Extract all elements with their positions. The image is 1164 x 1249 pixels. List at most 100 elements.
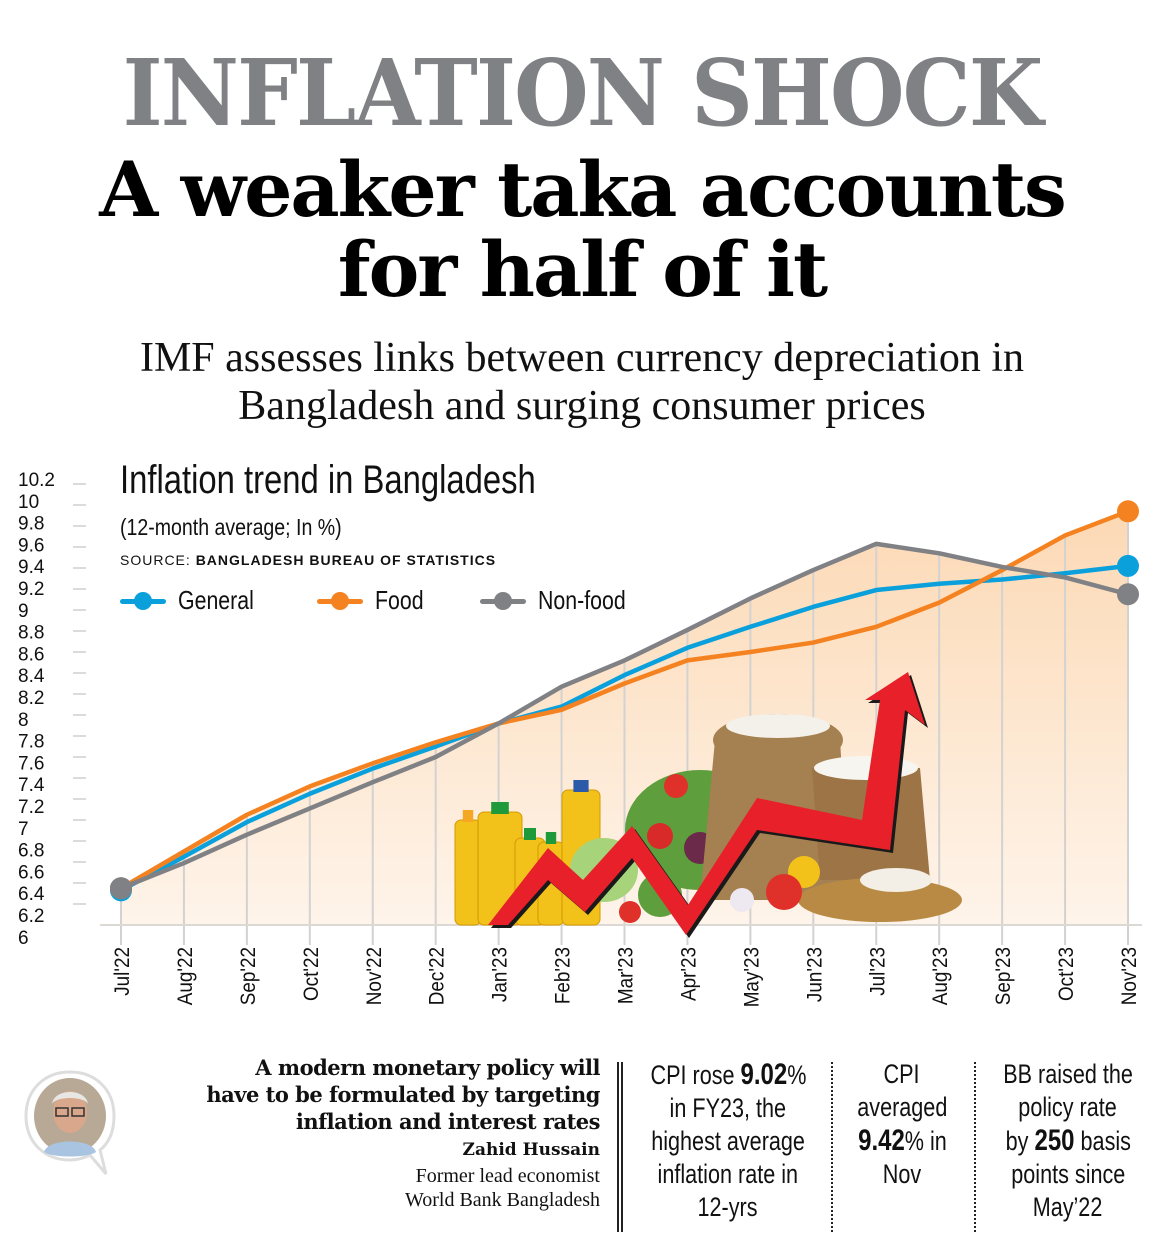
fact-policy-rate: BB raised the policy rate by 250 basis poin… [978, 1058, 1158, 1224]
x-tick-label: Nov'23 [1118, 947, 1141, 1005]
x-tick-label: Aug'23 [929, 947, 952, 1005]
bottle-cap [573, 780, 589, 792]
rice [726, 714, 830, 738]
food-illustration [454, 672, 962, 938]
source-prefix: SOURCE: [120, 552, 191, 568]
deck: IMF assesses links between currency depr… [0, 334, 1164, 430]
dotted-divider [831, 1062, 833, 1232]
garlic [730, 888, 754, 912]
quote-author-name: Zahid Hussain [462, 1140, 600, 1160]
y-tick-label: 7.6 [18, 753, 44, 774]
x-tick-label: Oct'22 [300, 947, 323, 1001]
y-tick-label: 8.4 [18, 666, 45, 687]
fact-line: by 250 basis [1005, 1124, 1131, 1157]
y-tick-label: 9.4 [18, 557, 45, 578]
quote-role-line-1: Former lead economist [415, 1165, 600, 1187]
x-tick-label: Jul'23 [866, 947, 889, 996]
x-tick-label: Jan'23 [489, 947, 512, 1002]
fact-line: highest average [651, 1126, 805, 1156]
trend-up-arrow-icon [488, 672, 925, 935]
legend-label-nonfood: Non-food [537, 585, 626, 615]
y-tick-label: 9 [18, 601, 29, 622]
section-divider [617, 1062, 623, 1232]
legend-item-general: General [120, 585, 271, 616]
fact-line: CPI [883, 1059, 920, 1089]
deck-line-2: Bangladesh and surging consumer prices [238, 383, 926, 429]
legend-item-nonfood: Non-food [479, 585, 645, 616]
legend-swatch-nonfood-icon [479, 591, 526, 611]
x-tick-label: Nov'22 [363, 947, 386, 1005]
y-tick-label: 6.6 [18, 862, 44, 883]
fact-line: Nov [882, 1159, 922, 1189]
y-tick-label: 9.6 [18, 535, 44, 556]
tomato [619, 901, 641, 923]
x-tick-label: Jul'22 [111, 947, 134, 996]
x-tick-label: May'23 [741, 947, 764, 1007]
bottle-cap [524, 828, 536, 840]
data-point-start [110, 877, 132, 900]
line-chart: 10.2109.89.69.49.298.88.68.48.287.87.67.… [18, 470, 1142, 1007]
fact-highlight-value: 9.42 [857, 1124, 905, 1157]
source-name: BANGLADESH BUREAU OF STATISTICS [195, 552, 497, 568]
dotted-divider [974, 1062, 976, 1232]
legend-label-general: General [178, 585, 254, 615]
legend-item-food: Food [316, 585, 434, 616]
fact-line: 12-yrs [697, 1192, 758, 1222]
chart-title: Inflation trend in Bangladesh [120, 458, 536, 502]
quote-author-role: Former lead economist World Bank Banglad… [405, 1164, 600, 1212]
y-tick-label: 6.8 [18, 841, 44, 862]
kicker-title: INFLATION SHOCK [122, 39, 1044, 147]
y-tick-label: 7.8 [18, 732, 44, 753]
x-tick-label: Aug'22 [174, 947, 197, 1005]
data-point-non-food [1117, 583, 1139, 606]
bell-pepper-red [766, 874, 802, 910]
quote-text: A modern monetary policy will have to be… [130, 1054, 600, 1135]
bottom-panel: A modern monetary policy will have to be… [0, 1050, 1164, 1249]
y-tick-label: 8.2 [18, 688, 44, 709]
quote-role-line-2: World Bank Bangladesh [404, 1189, 600, 1211]
y-tick-label: 6 [18, 928, 29, 949]
fact-fy23-cpi: CPI rose 9.02% in FY23, the highest averag… [628, 1058, 828, 1224]
quote-line-1: A modern monetary policy will [255, 1055, 600, 1080]
chart-subtitle: (12-month average; In %) [120, 514, 342, 540]
x-tick-label: Sep'23 [992, 947, 1015, 1005]
bottle-cap [462, 810, 474, 822]
bottle-cap [491, 802, 509, 814]
y-tick-label: 8.8 [18, 623, 44, 644]
y-tick-label: 8.6 [18, 644, 44, 665]
wheat-grains [798, 878, 962, 922]
x-tick-label: Dec'22 [426, 947, 449, 1005]
fact-line: CPI rose 9.02% [650, 1058, 806, 1091]
fact-line: BB raised the [1003, 1059, 1133, 1089]
quote-line-2: have to be formulated by targeting [206, 1082, 600, 1107]
fact-line: May’22 [1033, 1192, 1103, 1222]
y-tick-label: 9.8 [18, 514, 44, 535]
y-tick-label: 9.2 [18, 579, 44, 600]
quote-line-3: inflation and interest rates [295, 1109, 601, 1134]
y-tick-label: 7.4 [18, 775, 45, 796]
y-tick-label: 6.2 [18, 906, 44, 927]
tomato [664, 774, 688, 798]
x-tick-label: Oct'23 [1055, 947, 1078, 1001]
x-tick-label: Apr'23 [678, 947, 701, 1001]
person-portrait-icon [24, 1070, 116, 1175]
oil-bottle [454, 819, 482, 926]
fact-line: policy rate [1018, 1092, 1118, 1122]
chart-source: SOURCE: BANGLADESH BUREAU OF STATISTICS [120, 552, 496, 568]
bottle-cap [545, 832, 557, 844]
headline-line-1: A weaker taka accounts [99, 145, 1067, 234]
y-tick-label: 10.2 [18, 470, 55, 491]
y-tick-label: 7 [18, 819, 29, 840]
headline: A weaker taka accounts for half of it [0, 150, 1164, 310]
headline-line-2: for half of it [337, 225, 828, 314]
tomato [647, 823, 673, 849]
y-tick-label: 10 [18, 492, 39, 513]
fact-highlight-value: 250 [1034, 1124, 1075, 1157]
fact-nov-cpi: CPI averaged 9.42% in Nov [835, 1058, 969, 1191]
fact-line: inflation rate in [657, 1159, 799, 1189]
fact-highlight-value: 9.02 [740, 1058, 787, 1091]
fact-line: averaged [856, 1092, 948, 1122]
fact-line: points since [1010, 1159, 1126, 1189]
chart-legend: General Food Non-food [120, 585, 645, 616]
x-tick-label: Jun'23 [803, 947, 826, 1002]
